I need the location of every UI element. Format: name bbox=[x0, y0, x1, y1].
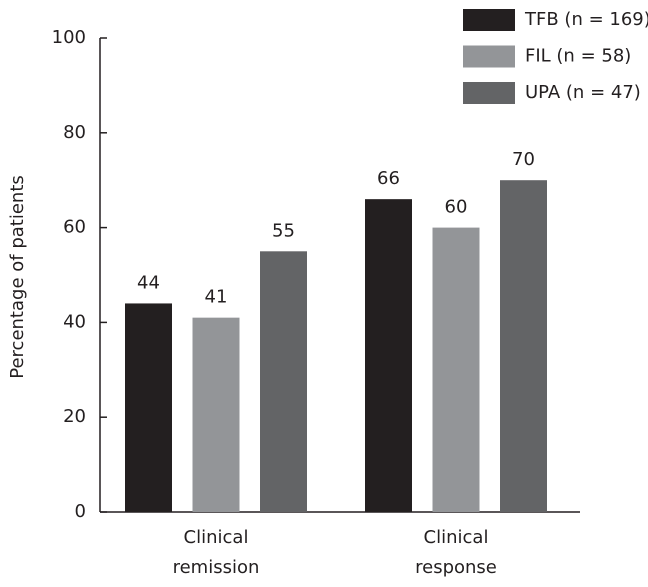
y-axis-label: Percentage of patients bbox=[7, 175, 28, 378]
value-label: 66 bbox=[377, 168, 400, 189]
y-tick-label: 80 bbox=[63, 122, 86, 143]
bar bbox=[365, 199, 412, 512]
legend-label: TFB (n = 169) bbox=[524, 9, 648, 30]
value-label: 44 bbox=[137, 272, 160, 293]
legend-label: FIL (n = 58) bbox=[525, 46, 631, 67]
bar bbox=[125, 303, 172, 512]
value-label: 41 bbox=[205, 287, 228, 308]
value-label: 70 bbox=[512, 149, 535, 170]
bar bbox=[500, 180, 547, 512]
x-tick-label: Clinical response bbox=[415, 527, 497, 578]
legend-swatch bbox=[463, 45, 515, 68]
x-tick-label: Clinical remission bbox=[173, 527, 260, 578]
legend-swatch bbox=[463, 9, 515, 31]
y-tick-label: 40 bbox=[63, 311, 86, 332]
value-label: 60 bbox=[445, 197, 468, 218]
value-label: 55 bbox=[272, 220, 295, 241]
y-tick-label: 100 bbox=[52, 27, 86, 48]
bar bbox=[260, 251, 307, 513]
y-tick-label: 60 bbox=[63, 217, 86, 238]
legend-label: UPA (n = 47) bbox=[525, 82, 641, 103]
legend-swatch bbox=[463, 82, 515, 104]
bar bbox=[192, 317, 240, 512]
y-tick-label: 20 bbox=[63, 406, 86, 427]
bar bbox=[432, 227, 480, 512]
y-tick-label: 0 bbox=[75, 501, 86, 522]
